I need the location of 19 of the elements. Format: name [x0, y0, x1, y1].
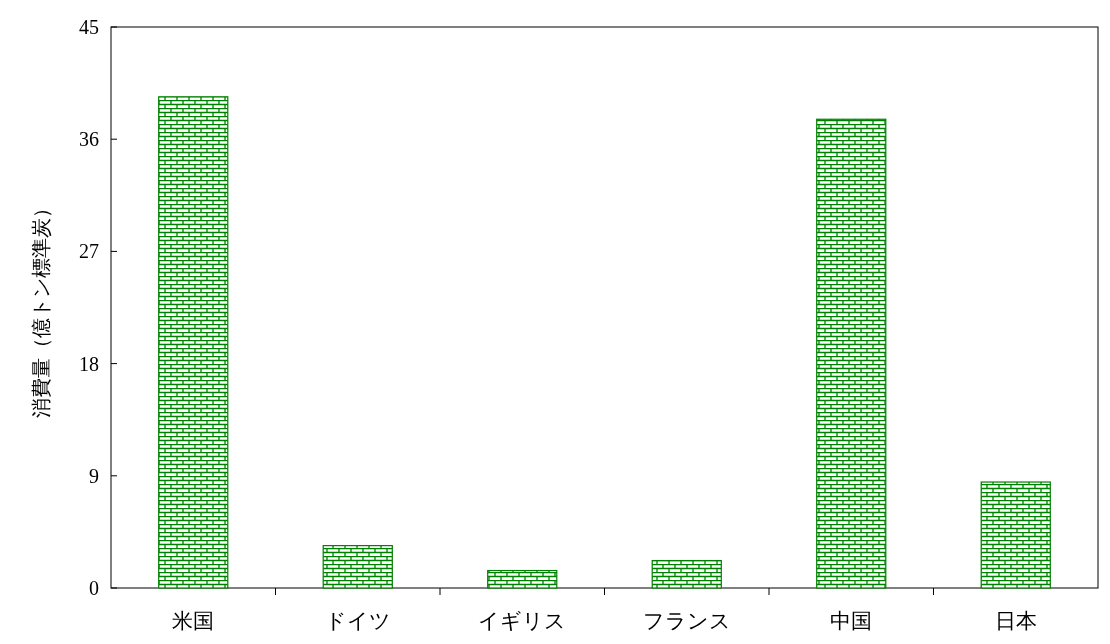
- bar: [651, 559, 722, 589]
- y-tick-label: 27: [79, 240, 99, 263]
- bar: [487, 569, 558, 589]
- bar: [322, 545, 393, 589]
- x-tick-label: 米国: [172, 609, 215, 633]
- y-tick-label: 18: [79, 352, 99, 375]
- y-tick-label: 45: [79, 16, 99, 38]
- x-tick-label: ドイツ: [324, 609, 391, 633]
- bar: [158, 96, 229, 589]
- y-tick-label: 0: [89, 577, 99, 599]
- y-axis-title: 消費量（億トン標準炭）: [30, 197, 52, 418]
- y-tick-label: 9: [89, 464, 99, 487]
- bar: [980, 481, 1051, 589]
- x-tick-label: 中国: [830, 609, 873, 633]
- x-tick-label: イギリス: [478, 609, 567, 633]
- x-tick-label: 日本: [994, 609, 1037, 633]
- y-tick-label: 36: [79, 128, 99, 151]
- x-tick-label: フランス: [642, 609, 731, 633]
- bar: [816, 118, 887, 589]
